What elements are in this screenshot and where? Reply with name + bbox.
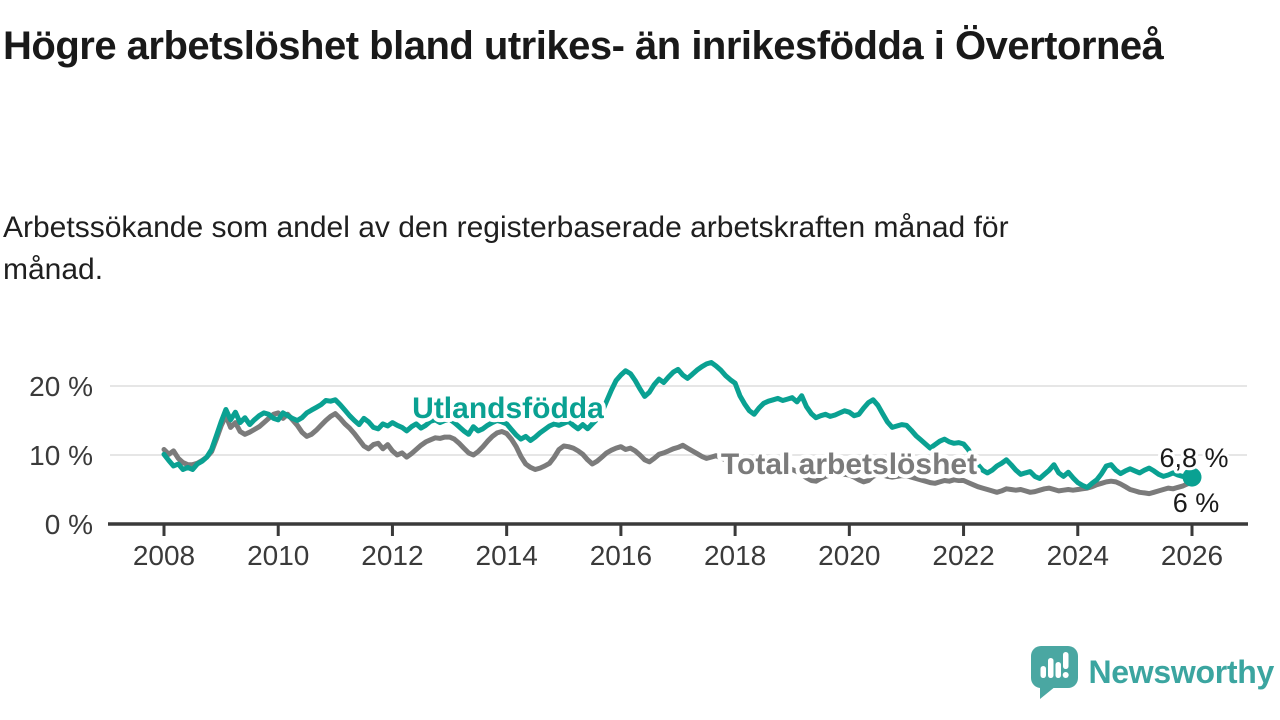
- y-tick-label: 0 %: [45, 509, 93, 540]
- x-tick-label: 2014: [476, 540, 538, 571]
- series-end-dot: [1182, 467, 1202, 487]
- series-label-total-arbetsl-shet: Total arbetslöshet: [721, 448, 977, 481]
- logo-exclamation-bar: [1062, 652, 1068, 669]
- series-label-utlandsf-dda: Utlandsfödda: [412, 392, 604, 425]
- logo-bar-medium: [1055, 662, 1061, 678]
- newsworthy-logo: Newsworthy: [1030, 644, 1275, 700]
- x-tick-label: 2016: [590, 540, 652, 571]
- x-tick-label: 2020: [818, 540, 880, 571]
- x-tick-label: 2026: [1161, 540, 1223, 571]
- series-end-value-label: 6,8 %: [1159, 443, 1228, 473]
- chart-title: Högre arbetslöshet bland utrikes- än inr…: [3, 24, 1164, 68]
- logo-exclamation-dot: [1062, 672, 1069, 678]
- series-end-value-label: 6 %: [1173, 488, 1220, 518]
- x-tick-label: 2018: [704, 540, 766, 571]
- series-line-total-arbetsl-shet: [161, 410, 1195, 497]
- newsworthy-logo-text: Newsworthy: [1088, 653, 1275, 690]
- x-tick-label: 2022: [932, 540, 994, 571]
- y-tick-label: 20 %: [29, 371, 93, 402]
- logo-bar-tall: [1047, 658, 1053, 678]
- x-tick-label: 2008: [133, 540, 195, 571]
- x-tick-label: 2010: [247, 540, 309, 571]
- newsworthy-logo-icon: [1030, 646, 1078, 699]
- x-tick-label: 2024: [1047, 540, 1109, 571]
- logo-bar-small: [1040, 666, 1046, 678]
- y-tick-label: 10 %: [29, 440, 93, 471]
- series-line-utlandsf-dda: [161, 360, 1195, 490]
- chart-subtitle: Arbetssökande som andel av den registerb…: [3, 211, 1009, 286]
- x-tick-label: 2012: [361, 540, 423, 571]
